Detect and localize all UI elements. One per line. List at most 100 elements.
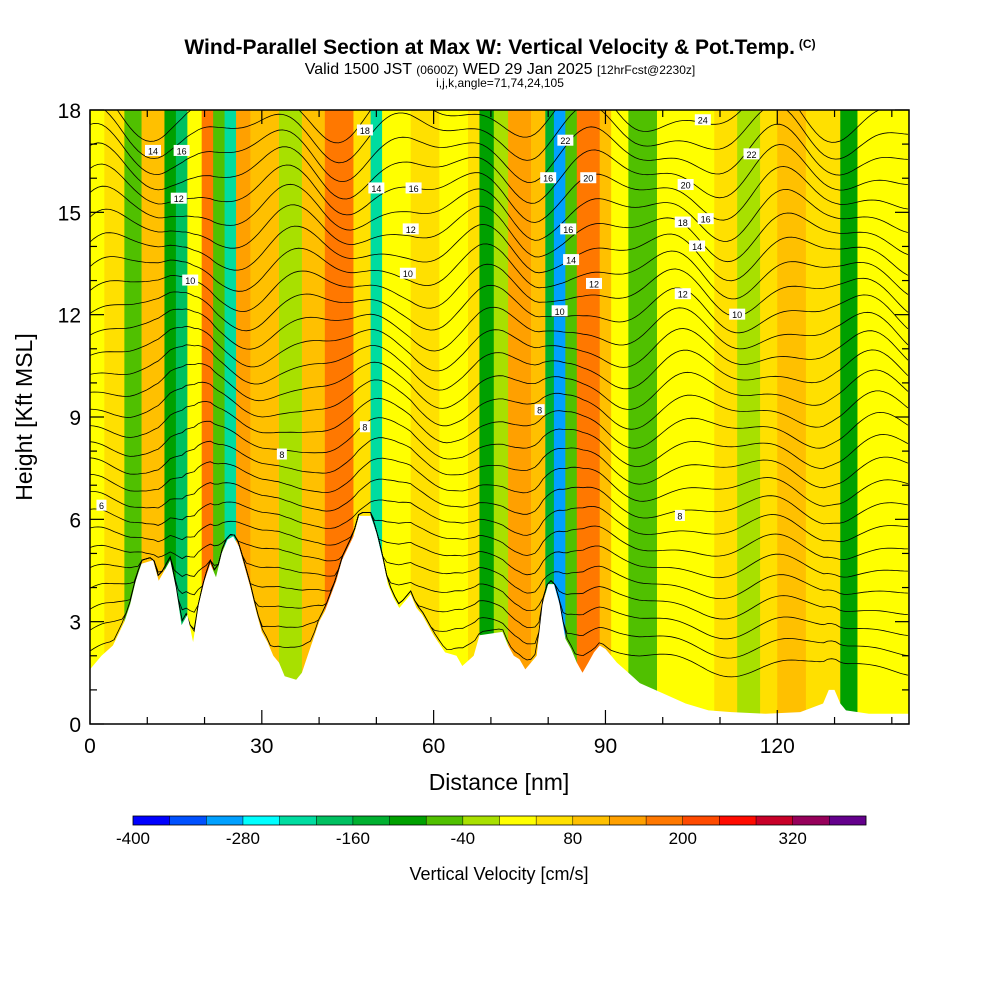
contour-label-14: 14 bbox=[371, 184, 381, 194]
contour-label-bg-2 bbox=[359, 421, 370, 433]
contour-label-18: 16 bbox=[409, 184, 419, 194]
contour-label-bg-10 bbox=[402, 223, 419, 235]
velocity-column-32 bbox=[657, 110, 687, 724]
velocity-column-23 bbox=[508, 110, 532, 724]
colorbar-swatch-10 bbox=[499, 816, 537, 825]
contour-label-bg-15 bbox=[563, 254, 580, 266]
theta-contour-28 bbox=[116, 110, 908, 144]
velocity-column-33 bbox=[685, 110, 715, 724]
y-tick-label-3: 3 bbox=[69, 612, 81, 635]
colorbar-swatch-5 bbox=[316, 816, 354, 825]
x-tick-label-60: 60 bbox=[422, 735, 445, 758]
contour-label-6: 10 bbox=[403, 269, 413, 279]
colorbar-swatch-9 bbox=[462, 816, 500, 825]
colorbar-label-4: 80 bbox=[563, 829, 582, 848]
velocity-column-24 bbox=[531, 110, 546, 724]
theta-contour-9 bbox=[90, 457, 909, 507]
colorbar-swatch-1 bbox=[169, 816, 207, 825]
velocity-column-6 bbox=[187, 110, 203, 724]
contour-label-25: 20 bbox=[681, 181, 691, 191]
colorbar-swatch-19 bbox=[829, 816, 867, 825]
contour-label-bg-28 bbox=[694, 114, 711, 126]
contour-label-15: 14 bbox=[566, 256, 576, 266]
contour-label-bg-21 bbox=[697, 213, 714, 225]
velocity-column-20 bbox=[468, 110, 480, 724]
contour-label-bg-16 bbox=[689, 240, 706, 252]
contour-label-5: 10 bbox=[185, 276, 195, 286]
velocity-column-26 bbox=[553, 110, 566, 724]
x-axis-title: Distance [nm] bbox=[429, 769, 570, 795]
contour-label-9: 12 bbox=[174, 194, 184, 204]
contour-label-2: 8 bbox=[362, 423, 367, 433]
theta-contour-18 bbox=[90, 284, 909, 334]
contour-label-bg-14 bbox=[368, 182, 385, 194]
theta-contour-25 bbox=[90, 142, 908, 204]
valid-date: WED 29 Jan 2025 bbox=[462, 61, 593, 78]
contour-label-bg-6 bbox=[399, 267, 416, 279]
contour-label-bg-23 bbox=[674, 216, 691, 228]
y-axis-title: Height [Kft MSL] bbox=[11, 333, 37, 500]
contour-label-bg-19 bbox=[540, 172, 557, 184]
y-tick-label-9: 9 bbox=[69, 407, 81, 430]
colorbar-swatch-14 bbox=[646, 816, 684, 825]
colorbar-swatch-12 bbox=[572, 816, 610, 825]
valid-utc: (0600Z) bbox=[416, 63, 459, 77]
theta-contour-21 bbox=[90, 223, 909, 282]
theta-contour-27 bbox=[103, 110, 908, 164]
theta-contour-17 bbox=[90, 306, 909, 352]
theta-contour-7 bbox=[90, 499, 908, 543]
contour-label-10: 12 bbox=[406, 225, 416, 235]
x-tick-label-0: 0 bbox=[84, 735, 96, 758]
colorbar-swatch-0 bbox=[133, 816, 170, 825]
copyright-mark: (C) bbox=[798, 37, 816, 51]
colorbar-swatch-2 bbox=[206, 816, 244, 825]
colorbar-swatch-15 bbox=[682, 816, 720, 825]
contour-label-28: 24 bbox=[698, 116, 708, 126]
theta-contour-22 bbox=[90, 204, 909, 263]
velocity-column-9 bbox=[224, 110, 237, 724]
contour-label-bg-9 bbox=[170, 192, 187, 204]
velocity-column-34 bbox=[714, 110, 738, 724]
contour-label-7: 10 bbox=[555, 307, 565, 317]
velocity-column-22 bbox=[493, 110, 509, 724]
y-tick-label-0: 0 bbox=[69, 714, 81, 737]
velocity-column-27 bbox=[565, 110, 578, 724]
contour-label-17: 16 bbox=[177, 146, 187, 156]
colorbar-swatch-7 bbox=[389, 816, 427, 825]
velocity-column-8 bbox=[213, 110, 226, 724]
forecast-info: [12hrFcst@2230z] bbox=[597, 63, 696, 77]
chart-title: Wind-Parallel Section at Max W: Vertical… bbox=[184, 36, 816, 59]
theta-contour-10 bbox=[90, 437, 909, 489]
y-tick-label-15: 15 bbox=[58, 202, 81, 225]
theta-contours bbox=[90, 110, 909, 678]
velocity-column-7 bbox=[201, 110, 214, 724]
contour-label-1: 8 bbox=[279, 450, 284, 460]
velocity-column-4 bbox=[164, 110, 177, 724]
velocity-column-28 bbox=[576, 110, 601, 724]
theta-contour-8 bbox=[90, 478, 908, 525]
contour-label-bg-8 bbox=[729, 308, 746, 320]
colorbar-swatch-11 bbox=[536, 816, 574, 825]
velocity-column-1 bbox=[104, 110, 125, 724]
theta-contour-13 bbox=[90, 379, 909, 430]
velocity-column-13 bbox=[301, 110, 326, 724]
contour-label-19: 16 bbox=[543, 174, 553, 184]
velocity-column-21 bbox=[479, 110, 495, 724]
theta-contour-6 bbox=[90, 512, 908, 561]
contour-label-4: 8 bbox=[677, 511, 682, 521]
contour-label-bg-7 bbox=[551, 305, 568, 317]
contour-label-bg-27 bbox=[743, 148, 760, 160]
colorbar-swatch-4 bbox=[279, 816, 317, 825]
colorbar-swatch-17 bbox=[756, 816, 793, 825]
theta-contour-11 bbox=[90, 417, 909, 469]
contour-label-24: 20 bbox=[583, 174, 593, 184]
colorbar-label-1: -280 bbox=[226, 829, 260, 848]
contour-label-26: 22 bbox=[560, 136, 570, 146]
x-tick-label-30: 30 bbox=[250, 735, 273, 758]
colorbar-label-5: 200 bbox=[669, 829, 697, 848]
colorbar-label-0: -400 bbox=[116, 829, 150, 848]
contour-label-bg-20 bbox=[560, 223, 577, 235]
velocity-column-5 bbox=[175, 110, 188, 724]
velocity-column-31 bbox=[628, 110, 658, 724]
